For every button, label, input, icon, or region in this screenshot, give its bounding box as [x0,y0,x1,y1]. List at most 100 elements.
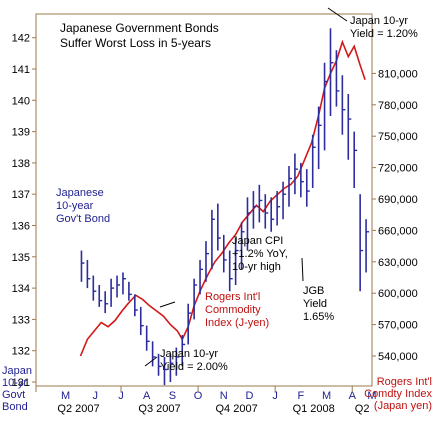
jgb-bar [329,28,334,116]
chart-series [79,28,370,386]
month-tick-label: F [297,390,304,402]
jgb-bar [80,250,85,282]
jgb-bar [211,209,215,270]
left-axis-label: Govt [2,389,25,401]
rogers-series-label: Rogers Int'l [205,291,260,303]
quarter-label: Q2 [355,403,370,415]
cpi-annotation: 10-yr high [232,261,281,273]
rogers-index-line [79,39,366,357]
jgb-bar [92,275,97,301]
month-tick-label: J [93,390,99,402]
month-tick-label: S [169,390,176,402]
right-tick-label: 690,000 [378,194,418,206]
jgb-bar [234,238,239,285]
jgb-bar [300,162,304,198]
jgb-end-annotation: JGB [303,285,324,297]
jgb-bar [252,191,257,229]
jgb-bar [151,341,156,367]
jgb-bar [175,347,180,376]
jgb-bar [341,75,346,135]
yield-high-annotation: Yield = 1.20% [350,28,418,40]
right-axis-label: Rogers Int'l [377,376,432,388]
jgb-bar [110,278,115,307]
jgb-bar [276,191,281,226]
month-tick-label: M [61,390,70,402]
jgb-bar [365,219,370,273]
right-axis-label: (Japan yen) [374,400,432,412]
jgb-bar [217,203,221,251]
jgb-bar [258,184,263,223]
month-tick-label: J [118,390,124,402]
jgb-bar [205,241,209,282]
jgb-bar [305,169,310,207]
jgb-bar [145,325,150,351]
month-tick-label: A [143,390,151,402]
jgb-bar [169,353,174,382]
jgb-bar [311,134,316,188]
right-tick-label: 570,000 [378,320,418,332]
jgb-bar [128,281,132,301]
jgb-bar [335,50,340,107]
jgb-bar [199,259,204,295]
right-tick-label: 630,000 [378,257,418,269]
jgb-bar [98,284,103,307]
left-tick-label: 135 [12,252,30,264]
yield-high-annotation: Japan 10-yr [350,15,408,27]
quarter-label: Q1 2008 [293,403,335,415]
jgb-bar [139,306,144,336]
cpi-annotation: Japan CPI [232,235,283,247]
month-tick-label: A [349,390,357,402]
rogers-series-label: Index (J-yen) [205,317,269,329]
left-tick-label: 132 [12,346,30,358]
jgb-bar [104,291,109,314]
left-tick-label: 142 [12,33,30,45]
month-tick-label: M [367,390,376,402]
jgb-bar [323,62,328,151]
left-tick-label: 137 [12,189,30,201]
jgb-bar [134,294,138,317]
jgb-bar [264,194,269,229]
left-tick-label: 139 [12,127,30,139]
jgb-series-label: Japanese [56,187,104,199]
jgb-bar [317,106,322,170]
jgb-bar [193,278,198,320]
jgb-bar [246,197,251,251]
jgb-bar [282,181,287,220]
right-tick-label: 780,000 [378,100,418,112]
right-tick-label: 540,000 [378,351,418,363]
jgb-bar [187,303,192,345]
left-axis-label: Japan [2,365,32,377]
jgb-bar [270,197,275,232]
chart-axes: 131 132 133 134 135 136 137 138 139 140 141 142 540,… [12,13,418,415]
jgb-bar [157,353,162,376]
jgb-bar [228,250,233,292]
quarter-label: Q3 2007 [138,403,180,415]
right-axis-label: Comdty Index [364,388,432,400]
left-axis-label: 10-yr [2,377,27,389]
month-tick-label: N [220,390,228,402]
chart-title-line-1: Japanese Government Bonds [60,21,219,35]
right-tick-label: 810,000 [378,68,418,80]
jgb-bar [163,356,168,386]
left-tick-label: 133 [12,314,30,326]
right-tick-label: 660,000 [378,225,418,237]
quarter-label: Q4 2007 [216,403,258,415]
jgb-bar [359,194,364,292]
month-tick-label: J [272,390,278,402]
left-tick-label: 140 [12,95,30,107]
jgb-end-pointer [301,257,304,282]
month-tick-label: D [245,390,253,402]
jgb-end-annotation: 1.65% [303,311,334,323]
yield-low-pointer [144,356,158,367]
jgb-bar [222,234,227,273]
jgb-bar [122,272,126,295]
quarter-label: Q2 2007 [57,403,99,415]
left-tick-label: 136 [12,221,30,233]
left-tick-label: 131 [12,377,30,389]
left-tick-label: 134 [12,283,30,295]
left-axis-label: Bond [2,401,28,413]
yield-low-annotation: Yield = 2.00% [160,361,228,373]
